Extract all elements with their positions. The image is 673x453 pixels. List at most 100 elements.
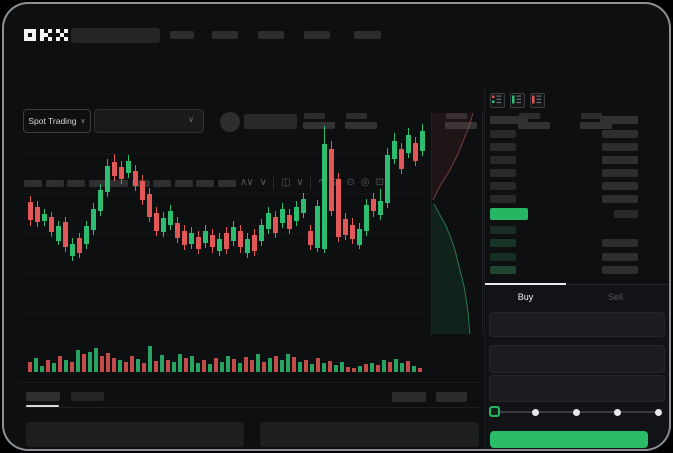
timeframe-button-8[interactable] [174, 180, 193, 187]
fullscreen-icon[interactable]: ⊡ [375, 177, 384, 188]
amount-input[interactable] [489, 345, 665, 373]
timeframe-button-3[interactable] [67, 180, 85, 187]
tab-sell[interactable]: Sell [607, 292, 623, 302]
volume-bar [406, 361, 410, 372]
trade-tabs-divider [485, 284, 669, 285]
slider-handle[interactable] [489, 406, 500, 417]
candle-body [399, 149, 404, 169]
candle-body [70, 244, 75, 256]
nav-item-5[interactable] [354, 31, 381, 39]
volume-bar [244, 357, 248, 372]
coin-avatar [220, 112, 240, 132]
chart-style-chevron-icon[interactable]: ∨ [259, 177, 267, 188]
orderbook-bids-icon[interactable] [510, 93, 525, 108]
orderbook-asks-icon[interactable] [530, 93, 545, 108]
toolbar-separator [272, 177, 274, 189]
volume-bar [358, 366, 362, 372]
ask-price-bar[interactable] [490, 143, 516, 151]
okx-logo[interactable] [24, 28, 68, 42]
volume-bar [238, 363, 242, 372]
indicators-chevron-icon[interactable]: ∨ [296, 177, 303, 188]
timeframe-button-10[interactable] [217, 180, 236, 187]
total-input[interactable] [489, 375, 665, 402]
candle-body [84, 226, 89, 244]
timeframe-button-7[interactable] [153, 180, 171, 187]
bid-price-bar[interactable] [490, 239, 516, 248]
compare-icon[interactable]: ⊘ [332, 177, 340, 188]
timeframe-button-4[interactable] [88, 180, 107, 187]
bid-price-bar[interactable] [490, 252, 516, 261]
nav-item-4[interactable] [304, 31, 330, 39]
ask-price-bar[interactable] [490, 195, 516, 203]
chart-settings-icon[interactable]: ◎ [360, 177, 370, 188]
timeframe-button-9[interactable] [196, 180, 214, 187]
slider-stop-4[interactable] [654, 408, 662, 416]
ask-price-bar[interactable] [490, 130, 516, 138]
orderbook-combined-icon[interactable] [490, 93, 505, 108]
volume-bar [346, 367, 350, 372]
timeframe-button-1[interactable] [24, 180, 42, 187]
candle-wick [387, 148, 388, 208]
slider-stop-2[interactable] [572, 408, 580, 416]
candle-wick [359, 223, 360, 249]
bottom-tab-1[interactable] [26, 392, 60, 401]
bottom-action-2[interactable] [436, 392, 467, 402]
ask-amount-bar [602, 182, 638, 190]
snapshot-icon[interactable]: ⊙ [346, 177, 355, 188]
candle-body [147, 194, 152, 217]
ask-amount-bar [602, 130, 638, 138]
buy-submit-button[interactable] [490, 431, 648, 448]
global-search-input[interactable] [71, 28, 160, 43]
timeframe-button-2[interactable] [45, 180, 64, 187]
bottom-panel-left[interactable] [26, 422, 244, 447]
top-nav [4, 4, 669, 54]
nav-item-1[interactable] [170, 31, 194, 39]
trade-panel: Buy Sell [485, 283, 669, 449]
volume-bar [118, 360, 122, 372]
bid-price-bar[interactable] [490, 266, 516, 275]
pair-dropdown[interactable]: ∨ [94, 109, 204, 133]
bottom-tab-2[interactable] [71, 392, 104, 401]
volume-bar [190, 356, 194, 372]
candle-wick [177, 217, 178, 243]
candle-wick [415, 137, 416, 166]
line-tool-icon[interactable]: ∿ [317, 177, 326, 188]
candle-body [343, 219, 348, 235]
slider-stop-1[interactable] [531, 408, 539, 416]
ask-price-bar[interactable] [490, 169, 516, 177]
ask-price-bar[interactable] [490, 156, 516, 164]
timeframe-button-6[interactable] [131, 180, 150, 187]
volume-bar [148, 346, 152, 372]
volume-bar [94, 348, 98, 372]
market-type-dropdown[interactable]: Spot Trading ∨ [23, 109, 91, 133]
candle-body [210, 235, 215, 247]
candle-wick [296, 201, 297, 226]
orderbook-price-header [490, 116, 528, 124]
slider-stop-3[interactable] [613, 408, 621, 416]
last-price-highlight[interactable] [490, 208, 528, 220]
volume-bar [196, 363, 200, 372]
volume-bar [376, 365, 380, 372]
candle-wick [212, 229, 213, 253]
volume-bar [292, 357, 296, 372]
nav-item-3[interactable] [258, 31, 284, 39]
bottom-action-1[interactable] [392, 392, 426, 402]
candle-wick [345, 213, 346, 240]
ask-price-bar[interactable] [490, 182, 516, 190]
price-input[interactable] [489, 312, 665, 337]
candle-body [224, 233, 229, 249]
amount-slider[interactable] [485, 404, 669, 420]
candle-wick [247, 233, 248, 258]
chart-style-icon[interactable]: ∧∨ [240, 177, 254, 188]
indicators-icon[interactable]: ◫ [280, 177, 291, 188]
timeframe-button-5[interactable] [110, 180, 128, 187]
bottom-panel-right[interactable] [260, 422, 479, 447]
volume-bar [394, 359, 398, 372]
volume-bar [310, 364, 314, 372]
volume-bar [304, 360, 308, 372]
bottom-section [4, 382, 482, 449]
nav-item-2[interactable] [212, 31, 238, 39]
bid-price-bar[interactable] [490, 226, 516, 234]
tab-buy[interactable]: Buy [517, 292, 534, 302]
candle-wick [135, 165, 136, 191]
